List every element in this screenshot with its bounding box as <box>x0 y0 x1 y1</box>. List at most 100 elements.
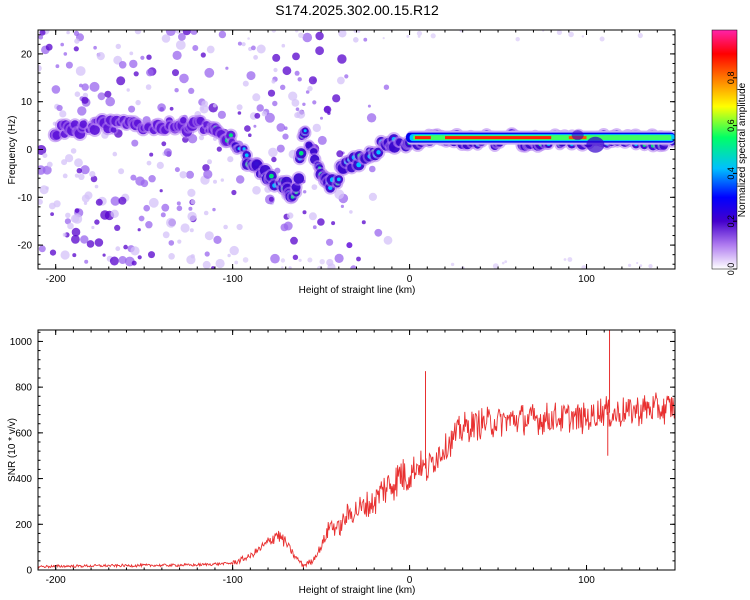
noise-blob <box>648 264 653 269</box>
noise-blob <box>203 210 209 216</box>
noise-blob <box>123 244 128 250</box>
noise-blob <box>363 37 368 42</box>
noise-blob <box>334 253 344 263</box>
noise-blob <box>145 84 152 90</box>
noise-blob <box>137 255 142 260</box>
noise-blob <box>46 161 53 168</box>
noise-blob <box>344 74 349 79</box>
noise-blob <box>135 176 145 186</box>
noise-blob <box>116 76 126 86</box>
noise-blob <box>110 209 119 218</box>
noise-blob <box>172 69 179 77</box>
noise-blob <box>268 147 278 158</box>
colorbar-ticks: 0.0 0.2 0.4 0.6 0.8 <box>726 72 737 275</box>
noise-blob <box>332 94 341 103</box>
noise-blob <box>288 91 298 101</box>
noise-blob <box>77 106 87 116</box>
noise-blob <box>237 41 242 46</box>
noise-blob <box>215 258 225 269</box>
snr-x-axis: -200 -100 0 100 <box>37 330 676 586</box>
noise-blob <box>146 160 152 166</box>
noise-blob <box>312 100 317 105</box>
noise-blob <box>42 153 48 158</box>
noise-blob <box>71 235 80 244</box>
snr-line <box>38 392 675 569</box>
noise-blob <box>302 210 307 215</box>
x-tick-label: 0 <box>407 274 413 285</box>
noise-blob <box>204 67 215 78</box>
noise-blob <box>55 64 60 69</box>
noise-blob <box>175 40 186 50</box>
noise-blob <box>501 261 505 265</box>
noise-blob <box>568 31 574 38</box>
noise-blob <box>208 103 218 113</box>
noise-blob <box>430 33 436 39</box>
noise-blob <box>303 190 307 194</box>
noise-blob <box>97 92 106 101</box>
noise-blob <box>94 219 100 225</box>
noise-blob <box>203 169 213 179</box>
noise-blob <box>188 87 195 94</box>
noise-blob <box>72 214 83 224</box>
noise-blob <box>271 156 277 163</box>
noise-blob <box>237 111 242 115</box>
noise-blob <box>291 99 300 107</box>
noise-blob <box>218 30 227 39</box>
noise-blob <box>292 254 299 260</box>
noise-blob <box>146 54 152 60</box>
noise-blob <box>38 65 42 72</box>
noise-blob <box>126 88 130 92</box>
noise-blob <box>356 30 361 33</box>
noise-blob <box>72 253 77 258</box>
noise-blob <box>204 251 210 257</box>
noise-blob <box>246 71 256 81</box>
y-tick-label: 0 <box>26 145 32 156</box>
noise-blob <box>187 188 196 197</box>
noise-blob <box>225 66 229 70</box>
noise-blob <box>115 246 121 252</box>
noise-blob <box>298 32 304 38</box>
noise-blob <box>45 43 53 51</box>
noise-blob <box>130 246 140 256</box>
noise-blob <box>213 179 217 184</box>
noise-blob <box>563 258 567 261</box>
noise-blob <box>251 45 256 51</box>
noise-blob <box>216 146 222 152</box>
noise-blob <box>162 231 170 239</box>
noise-blob <box>91 225 95 230</box>
noise-blob <box>89 81 100 92</box>
noise-blob <box>248 133 252 137</box>
noise-blob <box>161 34 171 43</box>
noise-blob <box>247 37 250 40</box>
noise-blob <box>252 93 261 102</box>
noise-blob <box>253 124 257 128</box>
noise-blob <box>636 261 639 265</box>
noise-blob <box>336 150 344 158</box>
noise-blob <box>109 256 119 266</box>
noise-blob <box>186 170 194 179</box>
snr-y-axis: 0 200 400 600 800 1000 <box>10 331 675 577</box>
noise-blob <box>280 223 289 232</box>
noise-blob <box>211 266 215 269</box>
noise-blob <box>271 79 276 84</box>
noise-blob <box>288 266 292 269</box>
noise-blob <box>261 111 268 117</box>
noise-blob <box>515 37 520 42</box>
noise-blob <box>334 189 345 200</box>
noise-blob <box>213 235 222 244</box>
noise-blob <box>280 84 286 91</box>
noise-blob <box>84 191 93 200</box>
noise-blob <box>60 250 70 260</box>
noise-blob <box>96 52 105 61</box>
noise-blob <box>80 165 90 175</box>
noise-blob <box>90 175 98 183</box>
spectrogram-y-axis: -20 -10 0 10 20 <box>18 34 675 265</box>
noise-blob <box>276 144 285 153</box>
noise-blob <box>353 37 359 43</box>
noise-blob <box>51 85 61 94</box>
noise-blob <box>78 173 85 180</box>
noise-blob <box>254 112 261 119</box>
noise-blob <box>174 167 180 173</box>
noise-blob <box>187 211 197 222</box>
noise-blob <box>65 61 73 69</box>
